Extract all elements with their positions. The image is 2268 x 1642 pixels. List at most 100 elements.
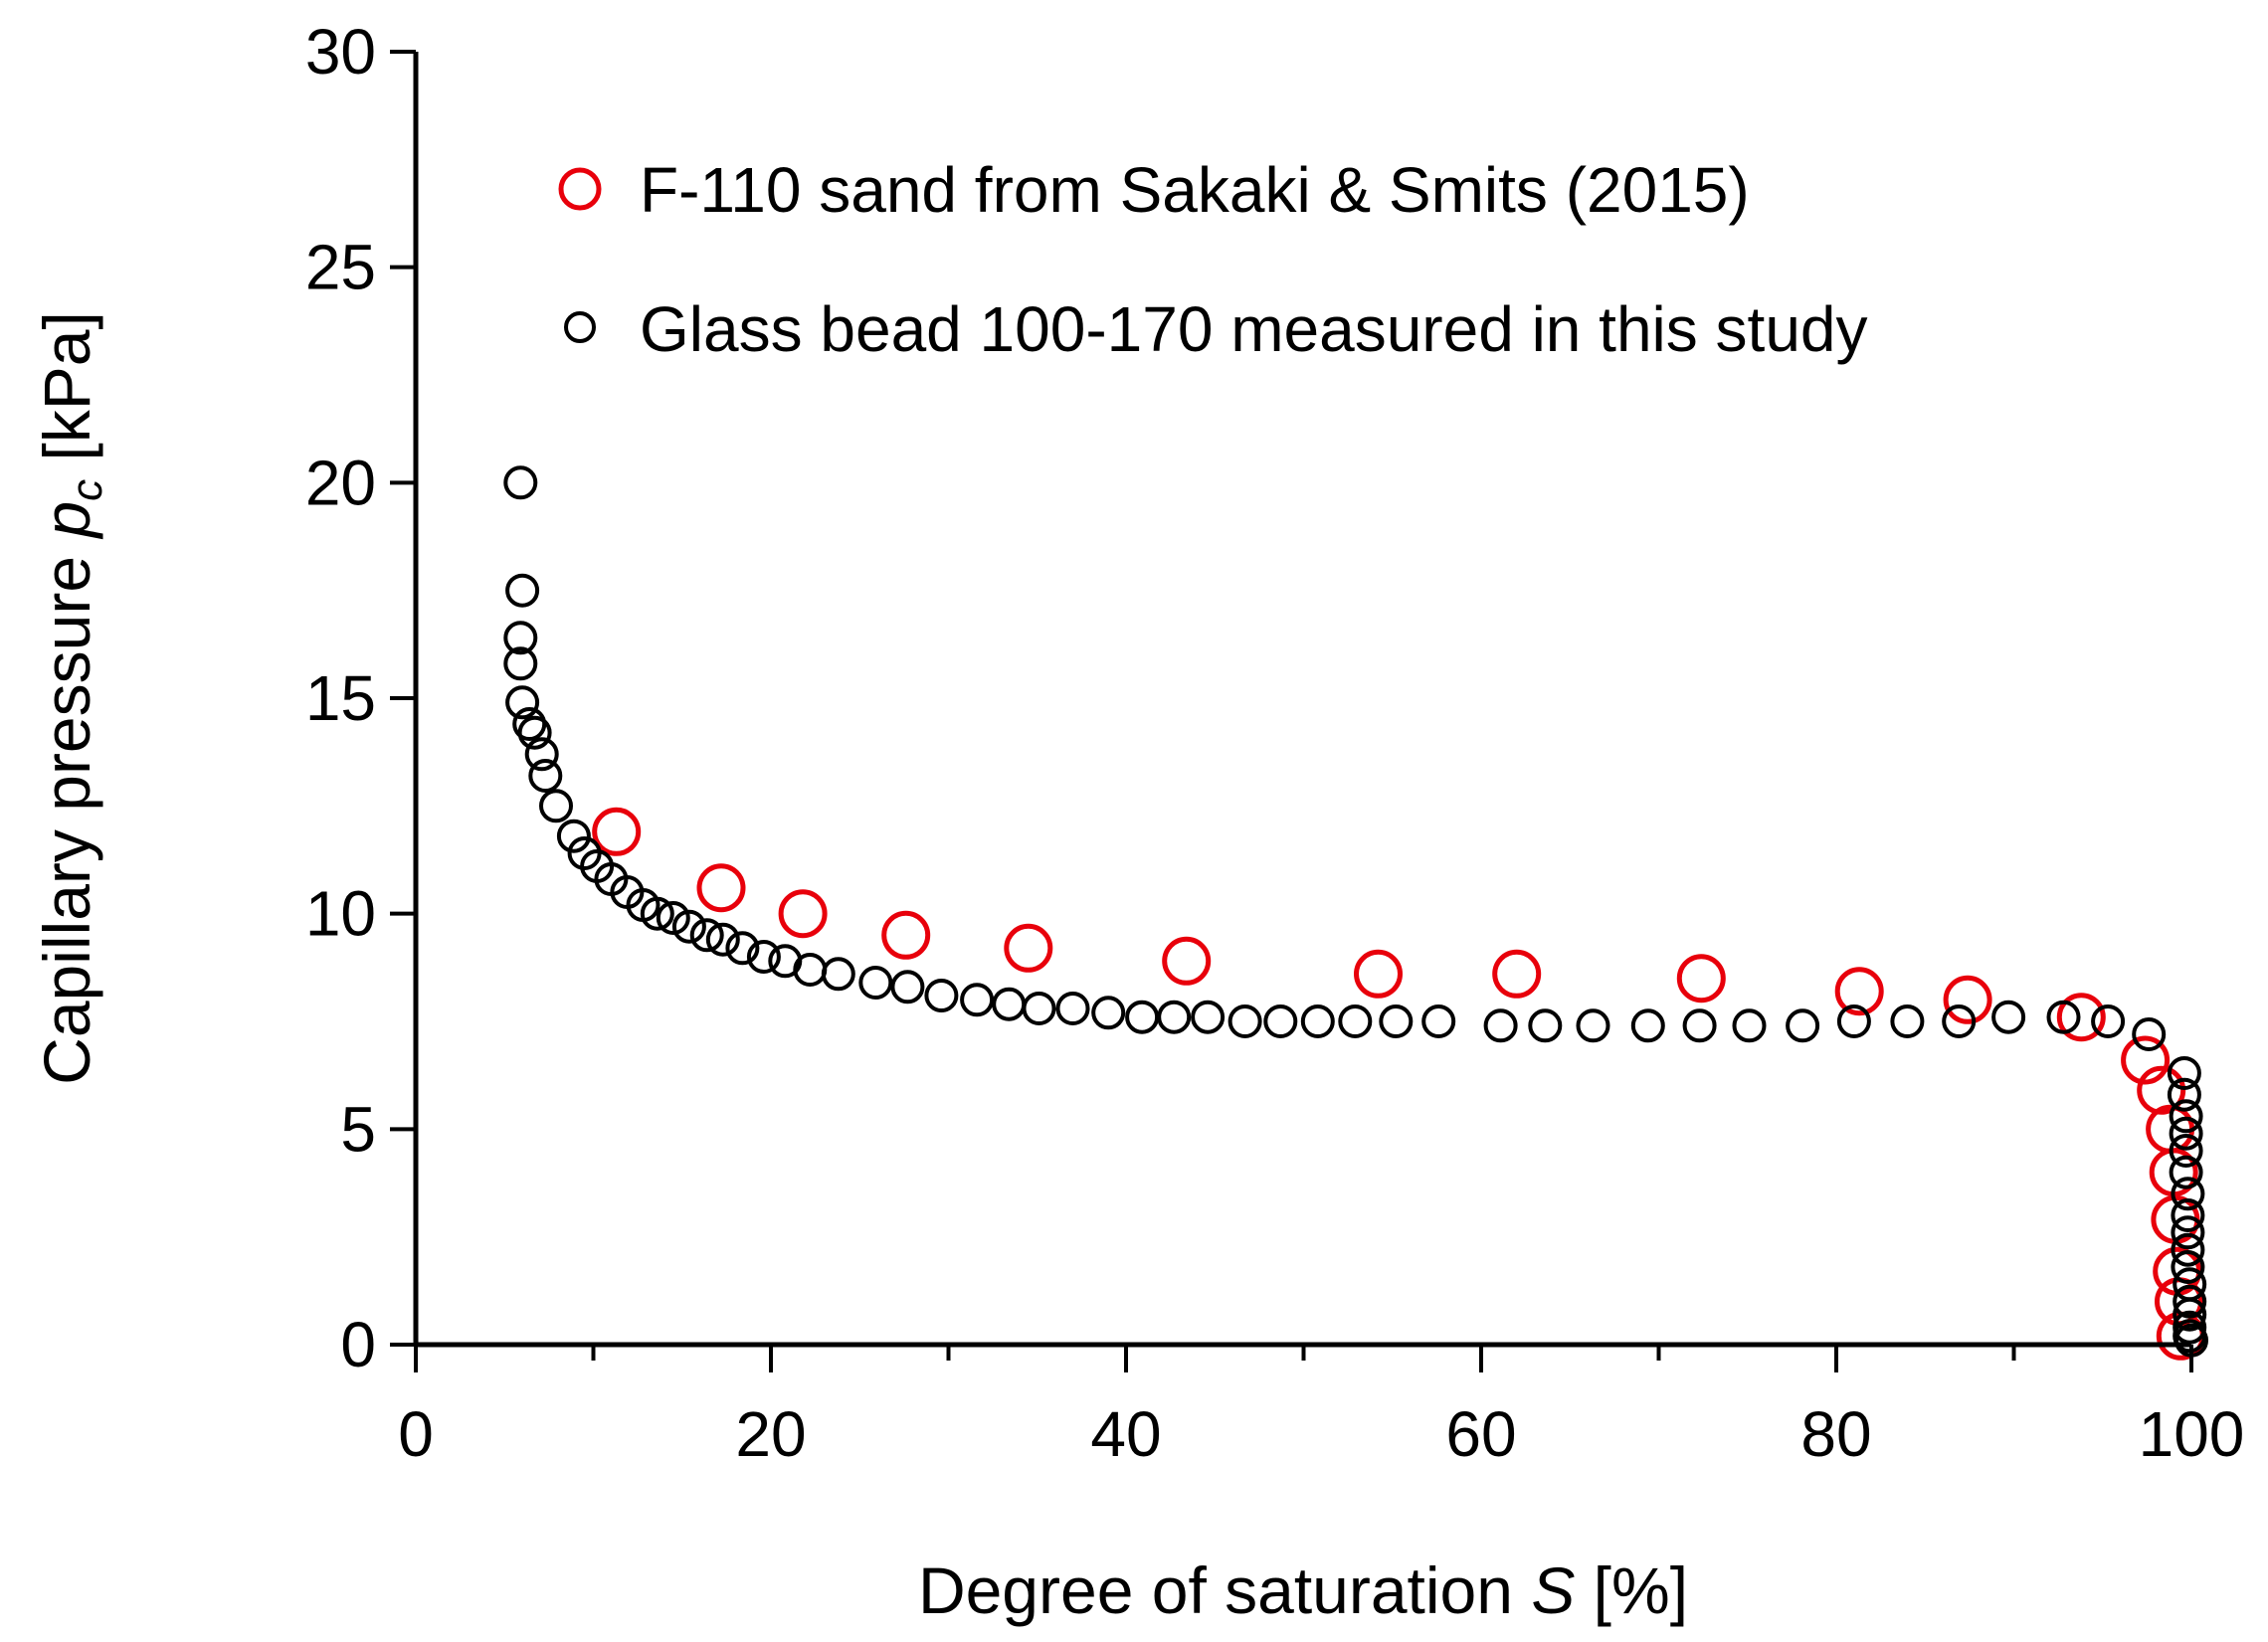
data-point-glass-bead	[746, 940, 781, 974]
x-tick-label: 40	[1090, 1398, 1161, 1470]
data-point-glass-bead	[524, 737, 559, 772]
data-point-f110	[696, 863, 746, 913]
data-point-f110	[2137, 1065, 2186, 1115]
data-point-glass-bead	[2046, 1000, 2081, 1034]
data-point-glass-bead	[517, 715, 552, 750]
data-point-glass-bead	[1836, 1004, 1871, 1038]
data-point-glass-bead	[512, 707, 547, 741]
data-point-glass-bead	[2173, 1284, 2207, 1319]
data-point-glass-bead	[924, 979, 959, 1012]
y-tick-label: 30	[305, 16, 376, 88]
data-point-f110	[1492, 949, 1542, 999]
data-point-glass-bead	[1483, 1008, 1518, 1043]
legend-label-f110: F-110 sand from Sakaki & Smits (2015)	[640, 154, 1750, 226]
data-point-glass-bead	[556, 819, 591, 853]
legend-label-glass-bead: Glass bead 100-170 measured in this stud…	[640, 293, 1868, 365]
y-tick-label: 25	[305, 232, 376, 303]
data-point-glass-bead	[1055, 992, 1090, 1025]
data-point-f110	[1943, 975, 1992, 1024]
x-tick-label: 100	[2139, 1398, 2245, 1470]
legend-item-glass-bead: Glass bead 100-170 measured in this stud…	[564, 293, 1868, 365]
data-point-glass-bead	[2171, 1177, 2205, 1211]
y-tick-label: 10	[305, 878, 376, 950]
y-tick-label: 20	[305, 447, 376, 518]
data-point-glass-bead	[2171, 1198, 2205, 1232]
data-point-f110	[881, 910, 931, 960]
data-point-glass-bead	[503, 646, 538, 681]
data-point-glass-bead	[1157, 1000, 1192, 1034]
data-point-glass-bead	[1379, 1004, 1414, 1038]
axes-layer	[390, 50, 2193, 1372]
y-axis-title: Capillary pressure pc [kPa]	[30, 311, 111, 1085]
data-point-glass-bead	[1890, 1004, 1925, 1038]
data-point-glass-bead	[1191, 1000, 1226, 1034]
x-tick-label: 60	[1445, 1398, 1516, 1470]
data-point-glass-bead	[2171, 1250, 2205, 1284]
data-point-glass-bead	[656, 901, 690, 935]
legend-marker-black-circle	[564, 311, 596, 343]
data-point-glass-bead	[1300, 1004, 1335, 1038]
data-point-glass-bead	[2173, 1297, 2207, 1332]
data-point-glass-bead	[671, 909, 706, 944]
data-point-f110	[2121, 1035, 2171, 1085]
data-point-glass-bead	[539, 789, 573, 823]
y-tick-label: 5	[340, 1093, 376, 1165]
data-point-glass-bead	[1630, 1008, 1665, 1043]
data-point-glass-bead	[689, 918, 724, 953]
data-point-f110	[1354, 949, 1403, 999]
data-point-glass-bead	[2169, 1099, 2203, 1134]
data-point-f110	[592, 807, 642, 856]
data-point-glass-bead	[528, 759, 563, 793]
data-point-glass-bead	[821, 957, 855, 992]
data-point-glass-bead	[503, 465, 538, 500]
data-point-glass-bead	[2171, 1215, 2205, 1250]
data-point-glass-bead	[2171, 1232, 2205, 1267]
x-axis-title: Degree of saturation S [%]	[918, 1553, 1688, 1627]
data-point-glass-bead	[2169, 1134, 2203, 1168]
data-point-f110	[778, 889, 828, 939]
data-point-f110	[1162, 936, 1212, 986]
plot-area	[416, 52, 2191, 1345]
data-point-glass-bead	[960, 983, 995, 1017]
data-point-glass-bead	[1732, 1008, 1767, 1043]
data-point-glass-bead	[705, 922, 740, 957]
data-point-glass-bead	[858, 966, 893, 1000]
data-point-glass-bead	[1991, 1000, 2026, 1034]
data-point-f110	[1834, 967, 1884, 1016]
data-point-glass-bead	[2169, 1116, 2203, 1151]
x-tick-label: 0	[398, 1398, 434, 1470]
y-tick-label: 0	[340, 1309, 376, 1380]
data-point-glass-bead	[640, 896, 674, 931]
x-tick-label: 80	[1800, 1398, 1871, 1470]
legend: F-110 sand from Sakaki & Smits (2015) Gl…	[558, 154, 1868, 365]
legend-item-f110: F-110 sand from Sakaki & Smits (2015)	[558, 154, 1750, 226]
series-glass-bead	[503, 465, 2208, 1358]
data-point-glass-bead	[2167, 1077, 2201, 1112]
data-point-glass-bead	[1263, 1004, 1298, 1038]
data-point-glass-bead	[505, 685, 540, 720]
data-point-glass-bead	[2169, 1155, 2203, 1189]
data-point-f110	[2056, 993, 2106, 1042]
data-point-glass-bead	[1942, 1004, 1977, 1038]
data-point-glass-bead	[1528, 1008, 1563, 1043]
y-tick-label: 15	[305, 662, 376, 734]
data-point-glass-bead	[1421, 1004, 1456, 1038]
data-point-glass-bead	[2167, 1056, 2201, 1090]
data-point-f110	[1004, 923, 1053, 973]
legend-marker-red-circle	[558, 167, 602, 211]
data-point-glass-bead	[2091, 1004, 2126, 1038]
data-point-f110	[1676, 954, 1726, 1003]
data-point-glass-bead	[1091, 996, 1126, 1030]
data-point-glass-bead	[725, 931, 760, 966]
data-point-glass-bead	[1786, 1008, 1820, 1043]
tick-label-layer: 0 5 10 15 20 25 30 0 20 40 60 80 100	[305, 16, 2245, 1470]
data-point-glass-bead	[1682, 1008, 1717, 1043]
data-point-glass-bead	[505, 573, 540, 608]
data-point-glass-bead	[503, 621, 538, 655]
series-layer	[503, 465, 2208, 1361]
data-point-glass-bead	[1125, 1000, 1160, 1034]
data-point-glass-bead	[1228, 1004, 1262, 1038]
x-tick-label: 20	[735, 1398, 806, 1470]
data-point-glass-bead	[1338, 1004, 1373, 1038]
